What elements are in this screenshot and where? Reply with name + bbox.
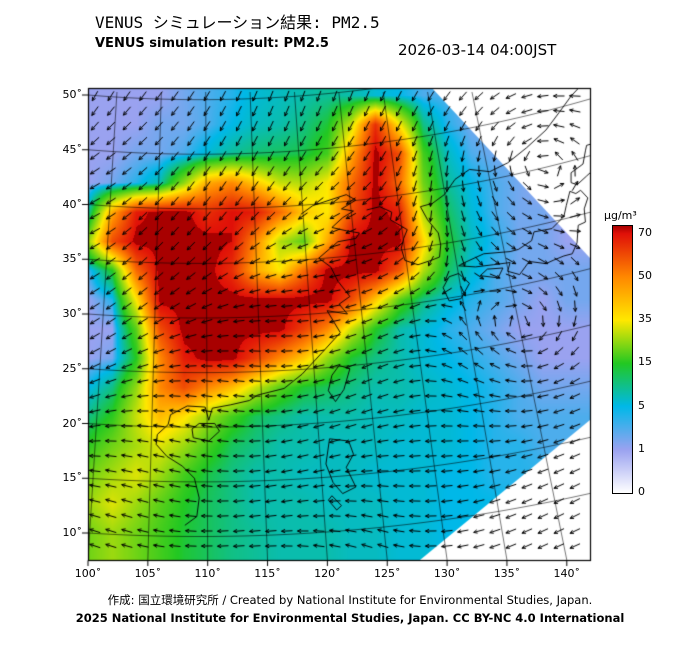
- lon-tick-label-120: 120˚: [314, 567, 341, 580]
- colorbar-tick-label-5: 5: [638, 398, 645, 412]
- lat-tick-label-50: 50˚: [62, 88, 83, 101]
- lon-tick-label-140: 140˚: [553, 567, 581, 580]
- lon-tick-label-125: 125˚: [374, 567, 401, 580]
- footer-credit: 作成: 国立環境研究所 / Created by National Instit…: [107, 593, 593, 607]
- lat-tick-label-40: 40˚: [62, 197, 83, 211]
- colorbar-tick-label-15: 15: [638, 355, 652, 369]
- lat-tick-label-15: 15˚: [62, 471, 83, 485]
- lat-tick-label-35: 35˚: [62, 252, 83, 266]
- colorbar: [612, 225, 633, 494]
- colorbar-tick-label-70: 70: [638, 225, 652, 239]
- lon-tick-label-130: 130˚: [433, 567, 461, 580]
- colorbar-unit-label: µg/m³: [604, 209, 637, 222]
- lon-tick-label-105: 105˚: [134, 567, 162, 580]
- lon-tick-label-115: 115˚: [254, 567, 281, 580]
- colorbar-tick-label-0: 0: [638, 485, 645, 498]
- lat-tick-label-20: 20˚: [62, 416, 83, 430]
- lat-tick-label-10: 10˚: [62, 526, 83, 539]
- lon-tick-label-100: 100˚: [74, 567, 102, 580]
- lon-tick-label-135: 135˚: [493, 567, 521, 580]
- lat-tick-label-30: 30˚: [62, 307, 83, 320]
- lat-tick-label-45: 45˚: [62, 142, 83, 156]
- title-japanese: VENUS シミュレーション結果: PM2.5: [95, 13, 380, 32]
- lon-tick-label-110: 110˚: [194, 567, 221, 580]
- colorbar-tick-label-1: 1: [638, 441, 645, 455]
- timestamp: 2026-03-14 04:00JST: [398, 41, 557, 59]
- footer-license: 2025 National Institute for Environmenta…: [75, 611, 625, 625]
- lat-tick-label-25: 25˚: [62, 361, 83, 375]
- title-english: VENUS simulation result: PM2.5: [95, 36, 329, 51]
- colorbar-tick-label-50: 50: [638, 269, 652, 282]
- colorbar-tick-label-35: 35: [638, 312, 652, 326]
